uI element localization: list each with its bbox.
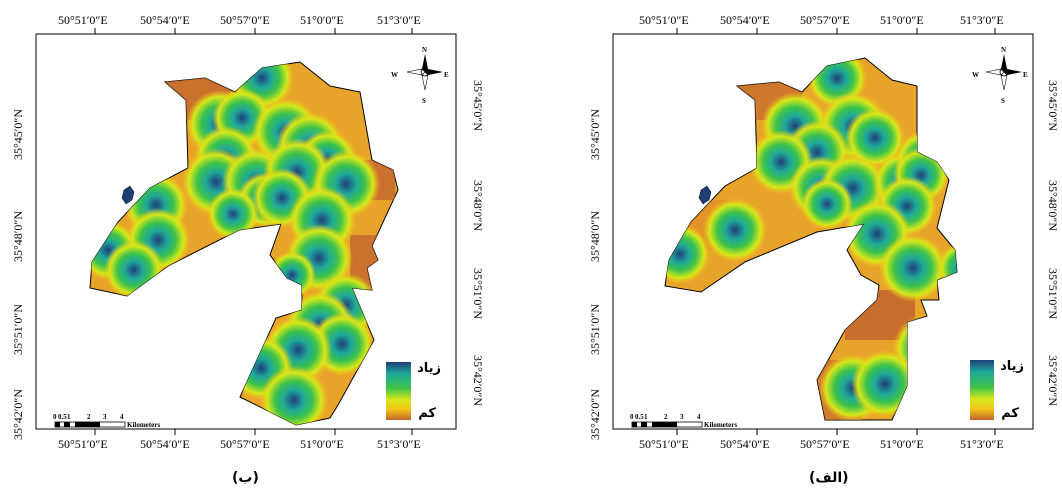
- map-caption-right: (الف): [809, 470, 849, 486]
- map-left-svg: 50°51′0″E 50°54′0″E 50°57′0″E 51°0′0″E 5…: [11, 13, 485, 451]
- north-arrow-icon: [406, 54, 443, 91]
- bottom-label: 51°0′0″E: [880, 437, 924, 451]
- scale-tick: 0: [630, 413, 634, 421]
- legend-high-label: زیاد: [417, 361, 441, 376]
- bottom-label: 50°54′0″E: [720, 437, 770, 451]
- right-label: 35°42′0″N: [471, 355, 485, 406]
- top-label: 51°3′0″E: [377, 13, 421, 27]
- bottom-label: 50°51′0″E: [58, 437, 108, 451]
- scale-unit: Kilometers: [704, 421, 737, 429]
- right-label: 35°45′0″N: [471, 80, 485, 131]
- compass-north: N: [1001, 46, 1006, 54]
- right-label: 35°48′0″N: [471, 180, 485, 231]
- map-caption-left: (ب): [232, 470, 259, 486]
- compass-west: W: [391, 71, 398, 79]
- bottom-ticks: [94, 429, 413, 435]
- top-label: 50°54′0″E: [140, 13, 190, 27]
- bottom-label: 50°57′0″E: [800, 437, 850, 451]
- bottom-label: 50°51′0″E: [639, 437, 689, 451]
- scale-bar: [54, 421, 126, 428]
- top-label: 51°0′0″E: [880, 13, 924, 27]
- scale-tick: 3: [680, 413, 684, 421]
- scale-tick: 0.5: [58, 413, 67, 421]
- right-label: 35°48′0″N: [1046, 180, 1060, 231]
- scale-tick: 1: [67, 413, 71, 421]
- legend-high-label: زیاد: [1000, 359, 1024, 374]
- heatmap-hotspots: [665, 58, 957, 420]
- left-label: 35°45′0″N: [588, 109, 602, 160]
- scale-tick: 4: [697, 413, 701, 421]
- bottom-label: 50°54′0″E: [140, 437, 190, 451]
- map-panel-right: 50°51′0″E 50°54′0″E 50°57′0″E 51°0′0″E 5…: [577, 0, 1062, 486]
- legend-colorbar: [386, 362, 411, 420]
- left-label: 35°51′0″N: [11, 304, 25, 355]
- lake: [698, 185, 712, 205]
- top-label: 50°57′0″E: [220, 13, 270, 27]
- scale-tick: 0: [53, 413, 57, 421]
- right-label: 35°51′0″N: [1046, 268, 1060, 319]
- bottom-label: 51°3′0″E: [377, 437, 421, 451]
- compass-north: N: [422, 46, 427, 54]
- top-label: 51°3′0″E: [960, 13, 1004, 27]
- north-arrow-icon: [985, 54, 1022, 91]
- left-label: 35°42′0″N: [11, 389, 25, 440]
- scale-unit: Kilometers: [127, 421, 160, 429]
- top-label: 50°57′0″E: [800, 13, 850, 27]
- map-panel-left: 50°51′0″E 50°54′0″E 50°57′0″E 51°0′0″E 5…: [0, 0, 520, 486]
- right-label: 35°51′0″N: [471, 268, 485, 319]
- legend-low-label: کم: [1001, 406, 1019, 421]
- bottom-label: 51°0′0″E: [300, 437, 344, 451]
- compass-east: E: [1023, 71, 1028, 79]
- compass-south: S: [422, 97, 426, 105]
- left-label: 35°42′0″N: [588, 389, 602, 440]
- scale-tick: 2: [87, 413, 91, 421]
- legend-colorbar: [970, 360, 994, 420]
- top-ticks: [94, 28, 413, 34]
- top-label: 50°54′0″E: [720, 13, 770, 27]
- compass-south: S: [1001, 97, 1005, 105]
- legend-low-label: کم: [418, 406, 436, 421]
- left-label: 35°48′0″N: [588, 211, 602, 262]
- bottom-ticks: [676, 429, 996, 435]
- right-label: 35°45′0″N: [1046, 80, 1060, 131]
- left-label: 35°51′0″N: [588, 304, 602, 355]
- left-label: 35°45′0″N: [11, 109, 25, 160]
- map-right-svg: 50°51′0″E 50°54′0″E 50°57′0″E 51°0′0″E 5…: [588, 13, 1060, 451]
- scale-tick: 2: [664, 413, 668, 421]
- scale-tick: 1: [644, 413, 648, 421]
- compass-west: W: [972, 71, 979, 79]
- compass-east: E: [444, 71, 449, 79]
- top-label: 50°51′0″E: [58, 13, 108, 27]
- top-label: 51°0′0″E: [300, 13, 344, 27]
- bottom-label: 51°3′0″E: [960, 437, 1004, 451]
- scale-bar: [631, 421, 703, 428]
- right-label: 35°42′0″N: [1046, 355, 1060, 406]
- bottom-label: 50°57′0″E: [220, 437, 270, 451]
- scale-tick: 3: [103, 413, 107, 421]
- scale-tick: 0.5: [635, 413, 644, 421]
- top-ticks: [676, 28, 996, 34]
- scale-tick: 4: [120, 413, 124, 421]
- left-label: 35°48′0″N: [11, 211, 25, 262]
- top-label: 50°51′0″E: [639, 13, 689, 27]
- lake: [121, 185, 135, 205]
